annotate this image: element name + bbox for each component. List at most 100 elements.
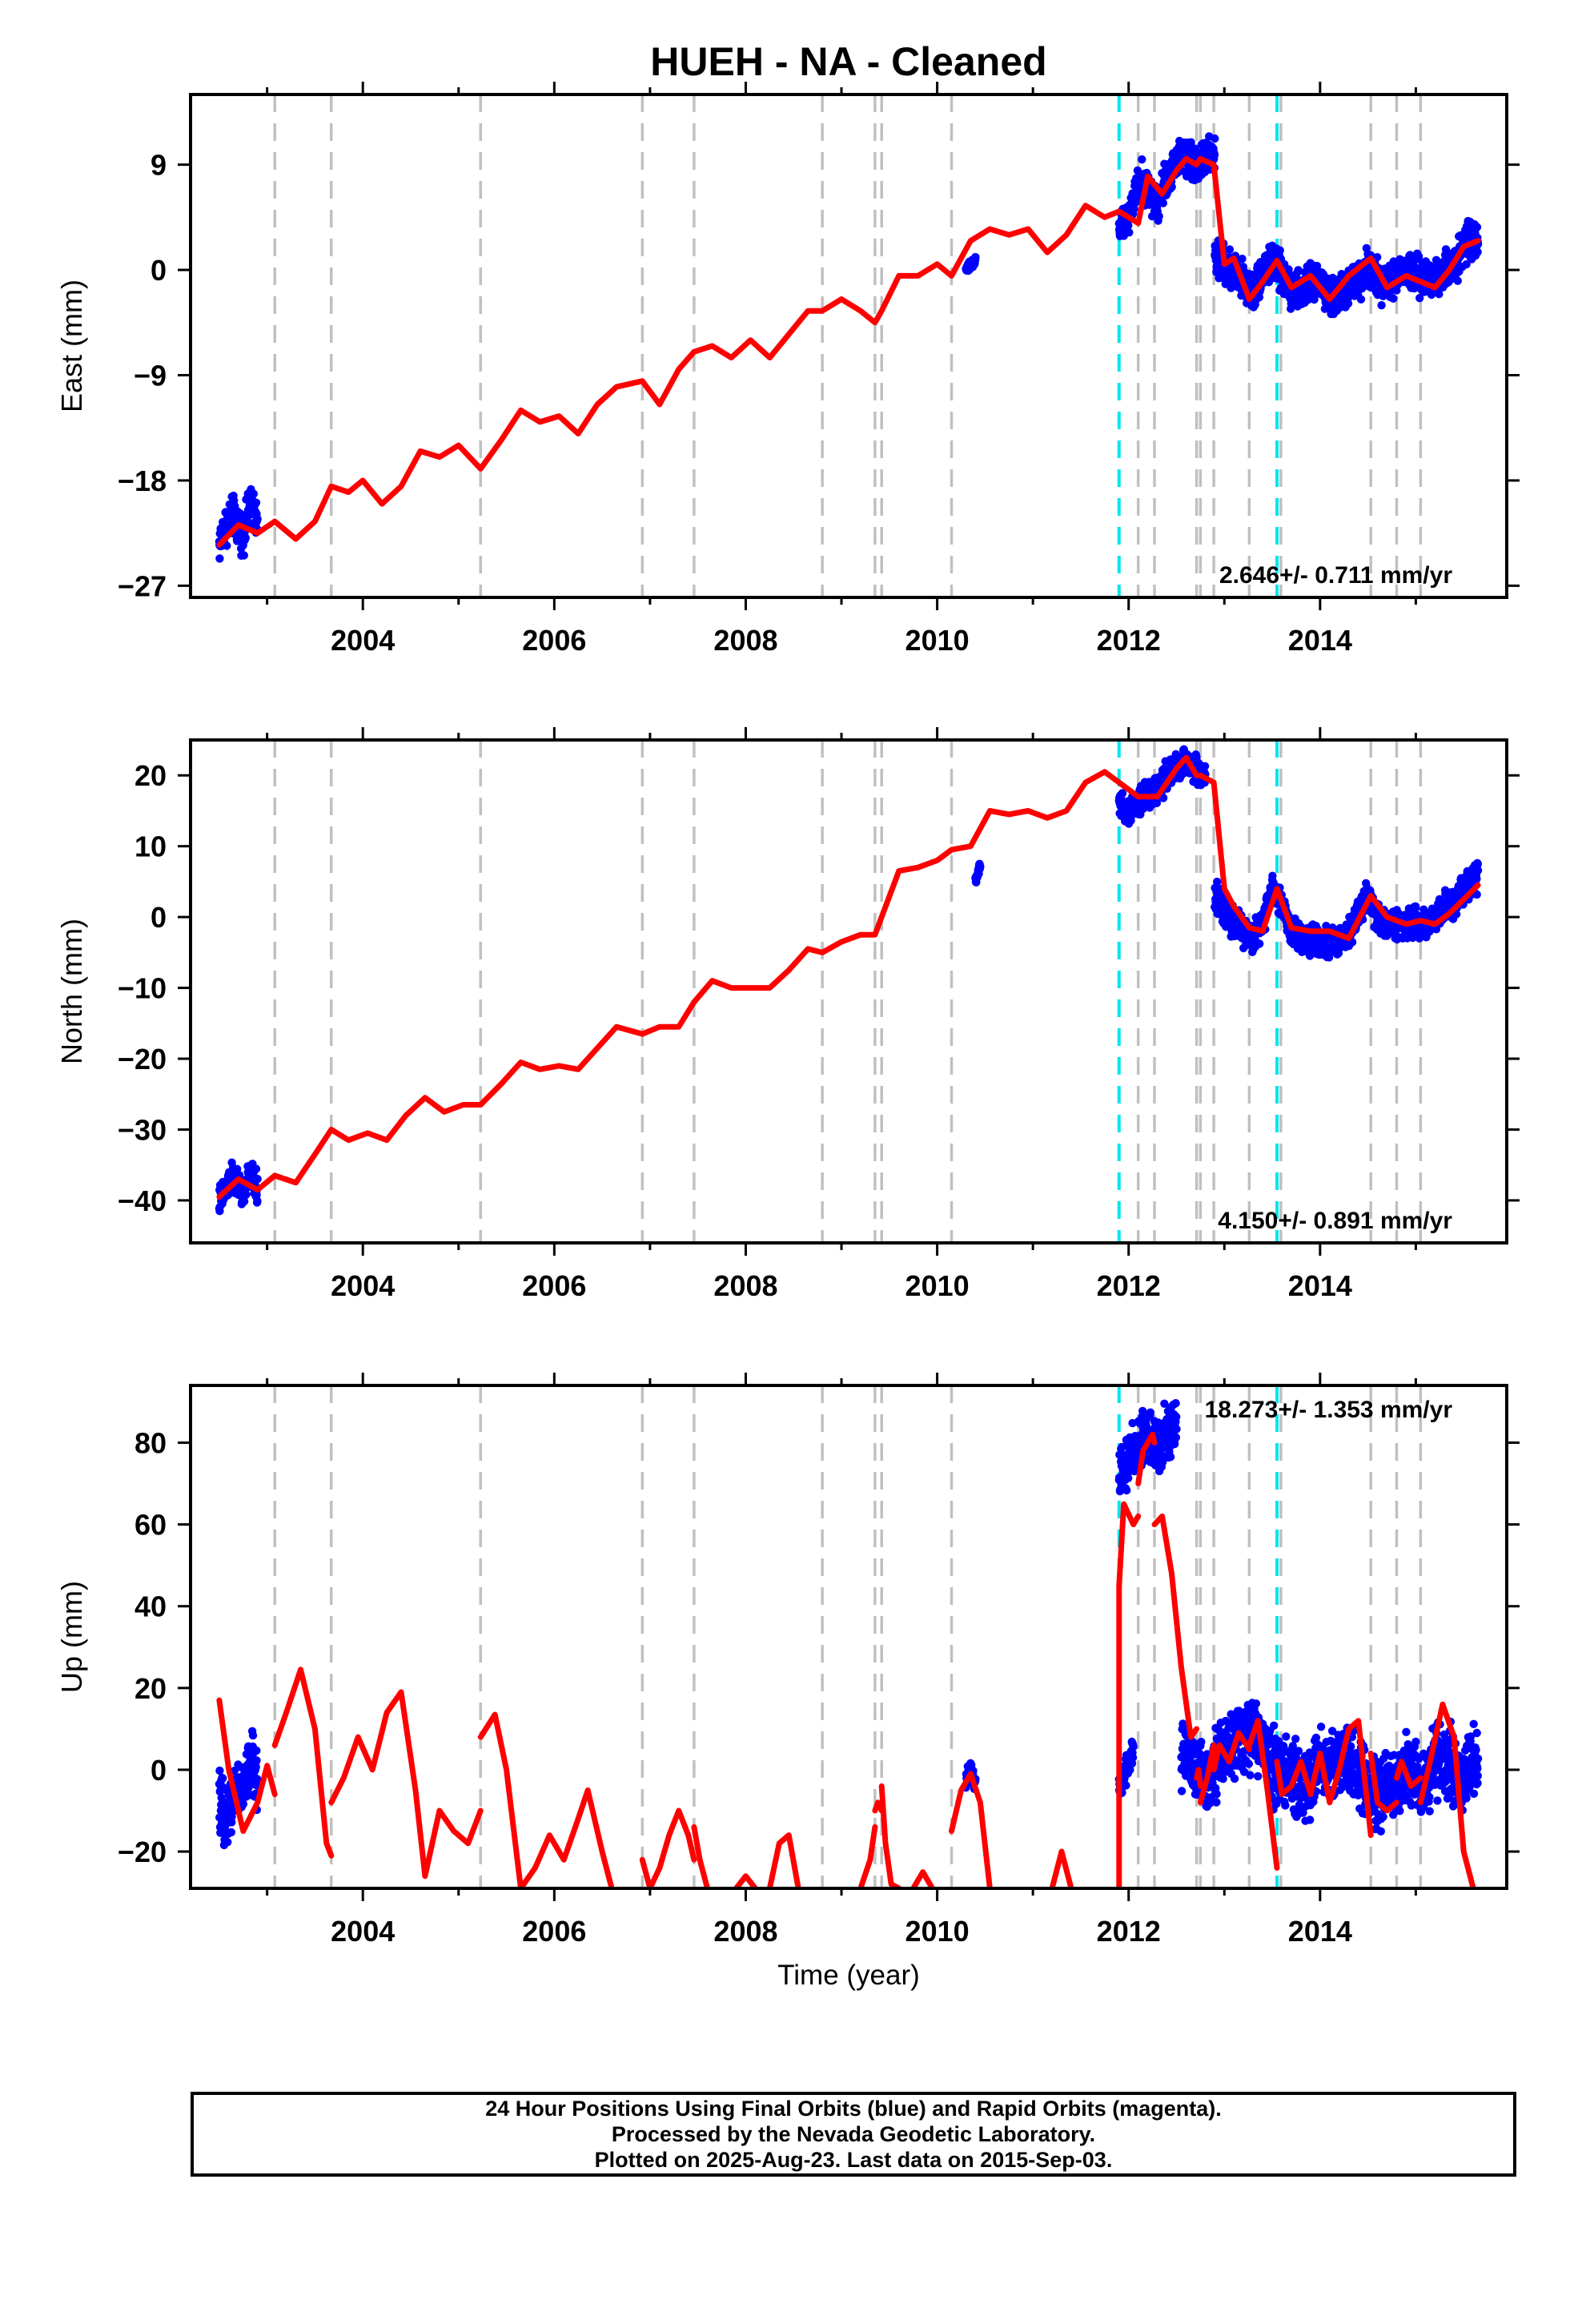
data-point [1473, 859, 1483, 869]
data-point [1356, 295, 1366, 304]
data-point [241, 533, 250, 542]
data-point [1294, 1747, 1303, 1755]
data-point [1211, 134, 1219, 143]
x-tick-label: 2006 [522, 624, 586, 657]
data-point [1299, 1808, 1307, 1817]
rate-annotation: 4.150+/- 0.891 mm/yr [1218, 1208, 1452, 1234]
data-point [1311, 1733, 1321, 1743]
data-point [242, 1190, 251, 1200]
data-point [1171, 1399, 1180, 1408]
data-point [1166, 1453, 1175, 1462]
y-tick-label: 9 [151, 149, 167, 182]
y-tick-label: −10 [118, 972, 167, 1005]
plot-frame [189, 93, 1508, 599]
plot-frame [189, 738, 1508, 1244]
data-point [223, 1838, 232, 1847]
data-point [215, 1766, 224, 1775]
data-point [217, 1793, 226, 1803]
data-point [253, 1196, 262, 1205]
data-point [1473, 866, 1483, 875]
plot-area [215, 94, 1483, 597]
data-point [1411, 903, 1420, 912]
data-point [1279, 1742, 1288, 1751]
data-point [1255, 939, 1264, 948]
data-point [1186, 138, 1195, 147]
y-tick-label: −18 [118, 464, 167, 497]
data-point [239, 1197, 249, 1206]
data-point [1122, 1486, 1131, 1495]
y-tick-label: −20 [118, 1043, 167, 1076]
data-point [1225, 245, 1235, 254]
y-tick-label: 20 [135, 759, 167, 792]
data-point [1238, 255, 1247, 263]
y-tick-label: −27 [118, 569, 167, 602]
data-point [1125, 228, 1134, 237]
data-point [1230, 1774, 1239, 1783]
data-point [1158, 794, 1168, 802]
data-point [251, 1763, 260, 1771]
plot-area [215, 1385, 1483, 1888]
data-point [1172, 1425, 1181, 1433]
data-point [253, 515, 262, 524]
data-point [253, 1175, 262, 1184]
y-tick-label: 10 [135, 830, 167, 863]
figure-title: HUEH - NA - Cleaned [650, 39, 1046, 84]
model-fit-line [216, 155, 1481, 548]
x-tick-label: 2014 [1288, 624, 1352, 657]
data-point [1200, 762, 1210, 770]
data-point [1244, 1759, 1254, 1768]
x-tick-label: 2012 [1097, 624, 1161, 657]
data-point [1453, 276, 1463, 285]
x-tick-label: 2008 [713, 624, 777, 657]
y-tick-label: 0 [151, 254, 167, 287]
data-point [1213, 877, 1222, 887]
data-point [1246, 1771, 1255, 1779]
data-point [1377, 301, 1386, 310]
data-point [1359, 282, 1368, 292]
data-point [1279, 1747, 1288, 1756]
data-point [1210, 151, 1219, 159]
x-tick-label: 2006 [522, 1269, 586, 1302]
data-point [1327, 1727, 1337, 1735]
data-point [1118, 789, 1127, 798]
data-point [1343, 299, 1353, 308]
data-point [1171, 1433, 1181, 1442]
data-point [1197, 1737, 1206, 1747]
data-point [1473, 247, 1482, 256]
data-point [1472, 890, 1481, 899]
plot-area [215, 740, 1483, 1243]
data-point [252, 1775, 262, 1783]
rate-annotation: 2.646+/- 0.711 mm/yr [1219, 562, 1452, 589]
y-axis-label: East (mm) [55, 279, 88, 412]
data-point [252, 1746, 261, 1755]
data-point [1373, 253, 1382, 262]
data-point [1472, 875, 1481, 883]
x-tick-label: 2010 [905, 1269, 970, 1302]
data-point [1472, 223, 1482, 231]
x-tick-label: 2012 [1097, 1269, 1161, 1302]
data-point [1124, 1474, 1133, 1482]
data-point [1462, 259, 1471, 269]
data-point [1275, 246, 1285, 255]
model-fit-line [216, 754, 1481, 1200]
data-point [1124, 221, 1133, 230]
y-tick-label: −40 [118, 1184, 167, 1217]
data-point [1322, 922, 1331, 931]
data-point [1212, 1798, 1221, 1807]
data-point [1435, 290, 1443, 299]
x-tick-label: 2010 [905, 624, 970, 657]
data-point [1212, 1790, 1221, 1799]
data-point [1268, 871, 1277, 880]
data-point [1347, 1742, 1355, 1751]
data-point [1251, 1699, 1261, 1708]
y-tick-label: −9 [134, 360, 167, 392]
data-point [1128, 1753, 1138, 1762]
data-point [1170, 1439, 1179, 1449]
data-point [239, 551, 248, 560]
data-point [239, 1799, 248, 1808]
data-point [1122, 1781, 1130, 1790]
data-point [1172, 1413, 1181, 1421]
data-point [251, 498, 261, 507]
